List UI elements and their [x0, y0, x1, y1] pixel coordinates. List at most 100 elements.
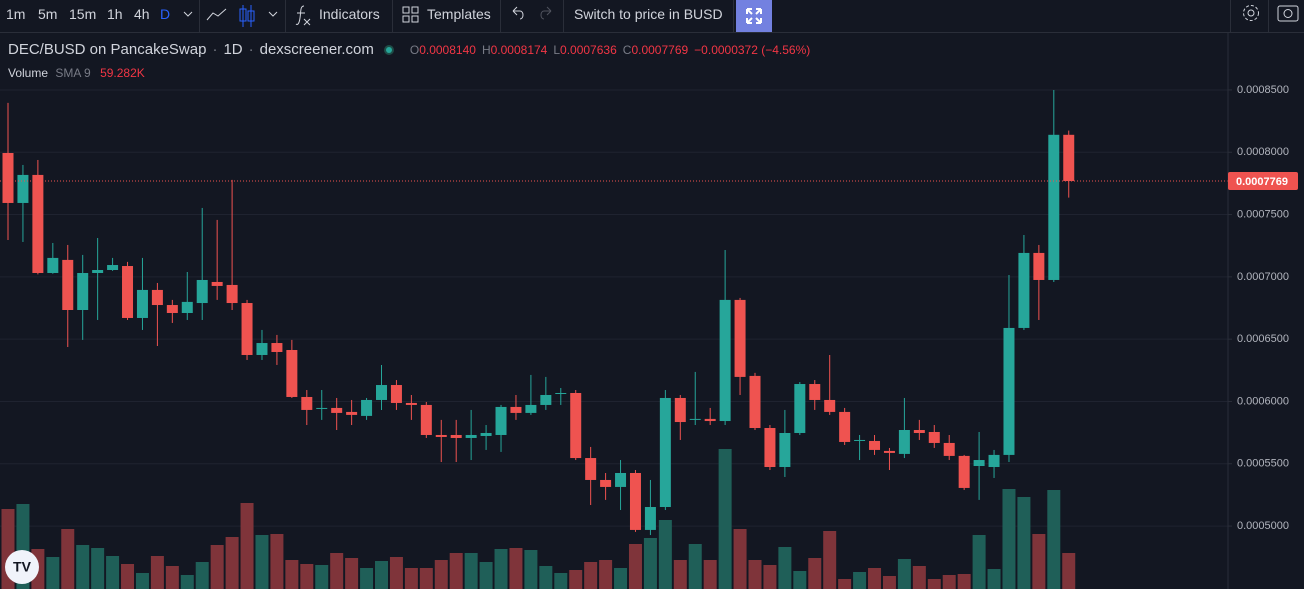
- candle-body: [555, 392, 567, 394]
- indicators-button[interactable]: Indicators: [319, 6, 380, 22]
- candle-body: [958, 455, 970, 488]
- volume-bar: [584, 562, 598, 589]
- candle-body: [674, 397, 686, 423]
- tv-logo: TV: [5, 550, 39, 584]
- undo-icon[interactable]: [508, 0, 528, 32]
- volume-bar: [330, 553, 344, 589]
- candle-body: [659, 397, 671, 508]
- candle-body: [450, 434, 462, 438]
- candle-body: [629, 472, 641, 530]
- interval-button[interactable]: 5m: [38, 6, 58, 22]
- interval: 1D: [223, 41, 243, 58]
- volume-bar: [853, 572, 867, 589]
- volume-bar: [957, 574, 971, 589]
- volume-bar: [868, 568, 882, 589]
- dot: ·: [248, 41, 254, 58]
- candle-body: [869, 440, 881, 450]
- candle-body: [62, 259, 74, 311]
- volume-bar: [135, 573, 149, 589]
- volume-bar: [614, 568, 628, 589]
- candle-body: [913, 430, 925, 433]
- candle-body: [420, 404, 432, 435]
- ohlc-key: O: [409, 42, 420, 57]
- y-tick-label: 0.0005500: [1237, 458, 1289, 470]
- templates-icon[interactable]: [401, 0, 421, 32]
- fullscreen-button[interactable]: [736, 0, 772, 32]
- volume-bar: [793, 571, 807, 589]
- line-icon[interactable]: [204, 0, 230, 32]
- volume-bar: [673, 560, 687, 589]
- candle-body: [644, 507, 656, 530]
- volume-bar: [121, 564, 135, 589]
- camera-icon[interactable]: [1276, 0, 1300, 32]
- volume-bars: [1, 449, 1076, 589]
- candle-body: [525, 404, 537, 413]
- volume-bar: [375, 561, 388, 589]
- candle-body: [898, 430, 910, 454]
- interval-button[interactable]: 1m: [6, 6, 26, 22]
- volume-bar: [1002, 489, 1016, 589]
- candle-body: [136, 289, 148, 318]
- ohlc-value: 0.0007636: [560, 42, 617, 57]
- candle-body: [854, 439, 866, 441]
- volume-bar: [360, 568, 374, 589]
- volume-bar: [1032, 534, 1046, 589]
- settings-icon[interactable]: [1240, 0, 1262, 32]
- volume-bar: [106, 556, 120, 589]
- volume-bar: [688, 544, 702, 589]
- volume-bar: [315, 565, 329, 589]
- templates-button[interactable]: Templates: [427, 6, 491, 22]
- interval-button[interactable]: 15m: [69, 6, 97, 22]
- candle-body: [17, 174, 29, 203]
- volume-bar: [165, 566, 179, 589]
- volume-bar: [61, 529, 75, 589]
- candle-body: [764, 428, 776, 468]
- interval-button[interactable]: 1h: [107, 6, 123, 22]
- separator: [199, 0, 200, 32]
- volume-bar: [479, 562, 493, 589]
- interval-button[interactable]: 4h: [134, 6, 150, 22]
- legend: DEC/BUSD on PancakeSwap · 1D · dexscreen…: [8, 41, 810, 58]
- volume-bar: [509, 548, 523, 589]
- candle-body: [779, 432, 791, 468]
- interval-button[interactable]: D: [160, 6, 171, 22]
- volume-bar: [46, 557, 60, 589]
- chevron[interactable]: [181, 0, 195, 32]
- volume-bar: [539, 566, 553, 589]
- candle-body: [2, 152, 14, 203]
- candle-body: [824, 399, 836, 412]
- separator: [563, 0, 564, 32]
- separator: [392, 0, 393, 32]
- candle-body: [465, 434, 477, 438]
- candle-body: [839, 411, 851, 442]
- volume-bar: [76, 545, 90, 589]
- candle-body: [32, 174, 44, 273]
- chevron[interactable]: [266, 0, 280, 32]
- candle-body: [570, 392, 582, 459]
- candles: [0, 89, 1228, 536]
- fx-icon[interactable]: [293, 0, 315, 32]
- volume-bar: [882, 576, 896, 589]
- candle-body: [47, 257, 59, 273]
- volume-bar: [285, 560, 299, 589]
- candle-body: [719, 299, 731, 422]
- volume-bar: [763, 565, 777, 589]
- candle-icon[interactable]: [236, 0, 258, 32]
- volume-bar: [494, 549, 508, 589]
- switch-price-button[interactable]: Switch to price in BUSD: [574, 6, 723, 22]
- candle-body: [122, 266, 134, 318]
- volume-bar: [419, 568, 433, 589]
- candle-body: [734, 299, 746, 377]
- volume-bar: [718, 449, 732, 589]
- candle-body: [196, 279, 208, 304]
- separator: [733, 0, 734, 32]
- candle-body: [211, 281, 223, 286]
- candle-body: [316, 407, 328, 409]
- volume-bar: [270, 534, 284, 589]
- redo-icon[interactable]: [536, 0, 556, 32]
- candle-body: [346, 411, 358, 415]
- y-tick-label: 0.0007500: [1237, 208, 1289, 220]
- candle-body: [286, 350, 298, 397]
- symbol: DEC/BUSD on PancakeSwap: [8, 41, 207, 58]
